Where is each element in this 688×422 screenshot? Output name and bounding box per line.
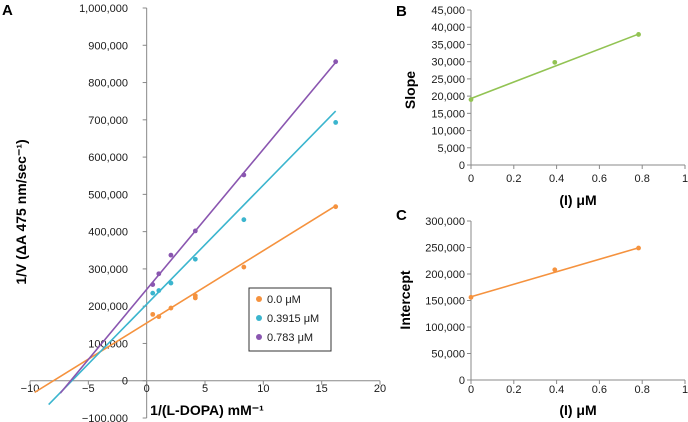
y-tick-label: 50,000 [431, 349, 465, 361]
y-tick-label: 200,000 [88, 301, 128, 313]
trendline-a-2 [59, 61, 337, 394]
legend-box [248, 287, 332, 352]
data-point [333, 120, 339, 125]
data-point [150, 311, 156, 317]
data-point [552, 267, 558, 273]
x-tick-label: 0 [144, 383, 150, 395]
x-tick-label: 0.6 [592, 173, 607, 185]
y-tick-label: 10,000 [431, 126, 465, 138]
trendline-b-0 [470, 33, 639, 100]
x-tick-label: 0 [468, 173, 474, 185]
x-tick-label: 10 [257, 383, 269, 395]
data-point [636, 245, 641, 251]
y-tick-label: 500,000 [88, 189, 128, 201]
data-point [333, 204, 339, 210]
legend-marker-2 [256, 334, 262, 340]
trendline-a-0 [34, 205, 337, 394]
panel-label-a: A [2, 2, 13, 19]
y-tick-label: 0 [459, 160, 465, 172]
panel-label-c: C [396, 207, 407, 224]
legend-label-0: 0.0 μM [267, 294, 301, 306]
x-tick-label: 0 [468, 384, 474, 396]
data-point [468, 97, 474, 102]
y-tick-label: 800,000 [88, 78, 128, 90]
data-point [636, 32, 641, 37]
data-point [552, 59, 558, 65]
trendline-c-0 [470, 247, 639, 298]
trendline-a-1 [48, 110, 337, 406]
y-tick-label: 40,000 [431, 22, 465, 34]
data-point [241, 217, 247, 223]
data-point [468, 294, 474, 300]
data-point [168, 280, 174, 286]
x-tick-label: 0.4 [549, 173, 564, 185]
y-tick-label: 200,000 [425, 269, 465, 281]
panel-label-b: B [396, 3, 407, 20]
chart-panel-b: 0 5,000 10,000 15,000 20,000 25,000 30,000 35,0… [431, 5, 688, 185]
x-tick-label: 0.2 [506, 384, 521, 396]
chart-panel-a: −100,0000100,000200,000300,000400,000500… [21, 3, 386, 422]
x-tick-label: −10 [21, 383, 40, 395]
data-point [156, 314, 162, 320]
data-point [192, 256, 198, 262]
data-point [333, 59, 339, 65]
legend-marker-0 [256, 296, 262, 302]
y-tick-label: −100,000 [82, 413, 128, 422]
y-tick-label: 20,000 [431, 91, 465, 103]
data-point [192, 293, 198, 299]
y-tick-label: 1,000,000 [79, 3, 128, 15]
panel-a-x-axis-title: 1/(L-DOPA) mM⁻¹ [150, 402, 264, 418]
y-tick-label: 600,000 [88, 152, 128, 164]
legend-marker-1 [256, 315, 262, 321]
panel-b-y-axis-title: Slope [402, 71, 418, 109]
y-tick-label: 300,000 [88, 264, 128, 276]
x-tick-label: 0.2 [506, 173, 521, 185]
y-tick-label: 700,000 [88, 115, 128, 127]
panel-a-y-axis-title: 1/V (ΔA 475 nm/sec⁻¹) [13, 139, 29, 284]
legend: 0.0 μM 0.3915 μM 0.783 μM [248, 287, 332, 352]
y-tick-label: 0 [459, 375, 465, 387]
y-tick-label: 250,000 [425, 243, 465, 255]
y-tick-label: 150,000 [425, 296, 465, 308]
data-point [241, 264, 247, 270]
x-tick-label: −5 [82, 383, 95, 395]
panel-c-y-axis-title: Intercept [397, 270, 413, 329]
y-tick-label: 0 [122, 376, 128, 388]
x-tick-label: 20 [374, 383, 386, 395]
data-point [192, 228, 198, 234]
x-tick-label: 0.6 [592, 384, 607, 396]
data-point [150, 282, 156, 287]
x-tick-label: 0.8 [635, 173, 650, 185]
legend-label-1: 0.3915 μM [267, 313, 319, 325]
y-tick-label: 15,000 [431, 108, 465, 120]
data-point [150, 290, 156, 296]
y-tick-label: 900,000 [88, 40, 128, 52]
x-tick-label: 0.8 [635, 384, 650, 396]
chart-panel-c: 0 50,000 100,000 150,000 200,000 250,000 300,0… [425, 216, 688, 396]
x-tick-label: 5 [202, 383, 208, 395]
panel-b-x-axis-title: (I) μM [559, 192, 596, 208]
y-tick-label: 30,000 [431, 57, 465, 69]
data-point [241, 172, 247, 178]
legend-label-2: 0.783 μM [267, 332, 313, 344]
data-point [156, 271, 162, 277]
data-point [156, 288, 162, 293]
x-tick-label: 1 [682, 173, 688, 185]
panel-c-x-axis-title: (I) μM [559, 402, 596, 418]
y-tick-label: 5,000 [437, 143, 465, 155]
y-tick-label: 25,000 [431, 74, 465, 86]
x-tick-label: 15 [316, 383, 328, 395]
y-tick-label: 45,000 [431, 5, 465, 17]
y-tick-label: 300,000 [425, 216, 465, 228]
data-point [168, 305, 174, 311]
x-tick-label: 0.4 [549, 384, 564, 396]
y-tick-label: 35,000 [431, 39, 465, 51]
x-tick-label: 1 [682, 384, 688, 396]
y-tick-label: 400,000 [88, 227, 128, 239]
y-tick-label: 100,000 [425, 322, 465, 334]
data-point [168, 252, 174, 258]
